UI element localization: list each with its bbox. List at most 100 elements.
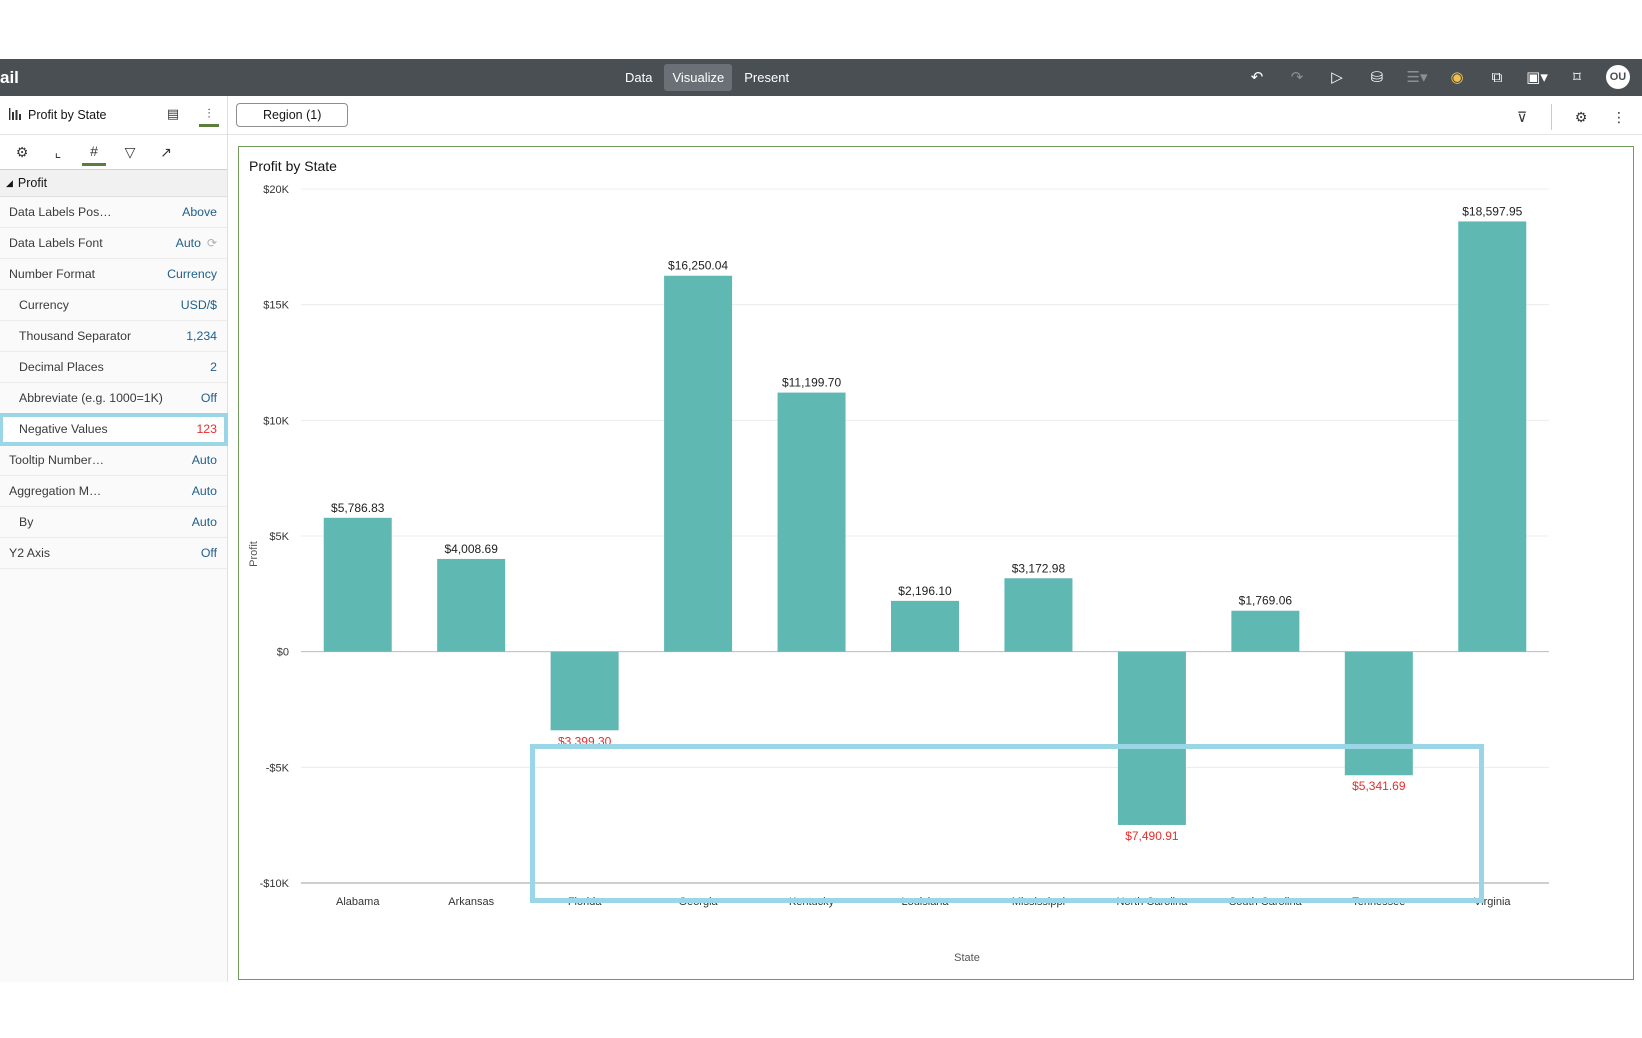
y-tick-label: $5K — [269, 531, 289, 543]
prop-label: Data Labels Pos… — [9, 205, 112, 219]
data-refresh-icon[interactable]: ⛁ — [1370, 69, 1384, 86]
x-tick-label: Tennessee — [1352, 896, 1405, 908]
data-labels: $5,786.83 $4,008.69 $3,399.30 $16,250.04 $11… — [331, 204, 1523, 843]
x-tick-label: Arkansas — [448, 896, 494, 908]
y-tick-label: $0 — [277, 647, 289, 659]
prop-abbreviate[interactable]: Abbreviate (e.g. 1000=1K) Off — [0, 383, 227, 414]
prop-tooltip-number[interactable]: Tooltip Number… Auto — [0, 445, 227, 476]
save-menu-icon[interactable]: ▣▾ — [1526, 69, 1548, 86]
bar-north-carolina[interactable] — [1117, 651, 1186, 825]
toolbar-icons: ↶ ↷ ▷ ⛁ ☰▾ ◉ ⧉ ▣▾ ⌑ OU — [1246, 65, 1630, 89]
data-label: $3,172.98 — [1012, 561, 1066, 575]
prop-label: Decimal Places — [19, 360, 104, 374]
collapse-triangle-icon: ◢ — [6, 177, 13, 188]
data-label: $1,769.06 — [1239, 594, 1293, 608]
redo-icon[interactable]: ↷ — [1290, 69, 1304, 86]
x-axis-title: State — [954, 952, 980, 964]
axis-icon[interactable]: ⌞ — [54, 143, 62, 160]
prop-value[interactable]: 1,234 — [186, 329, 217, 343]
properties-icon[interactable]: ⫶ — [199, 104, 219, 127]
bar-chart[interactable]: $20K $15K $10K $5K $0 -$5K -$10K $5,786.83 $4,0… — [239, 147, 1633, 979]
bookmark-icon[interactable]: ⌑ — [1573, 69, 1581, 86]
auto-apply-icon[interactable]: ⚙ — [1574, 108, 1588, 125]
prop-value[interactable]: Auto — [175, 236, 201, 250]
x-axis: Alabama Arkansas Florida Georgia Kentucky Lou… — [301, 882, 1549, 908]
prop-by[interactable]: By Auto — [0, 507, 227, 538]
bar-virginia[interactable] — [1458, 221, 1527, 652]
bar-kentucky[interactable] — [777, 392, 846, 652]
undo-icon[interactable]: ↶ — [1250, 69, 1264, 86]
prop-label: Negative Values — [19, 422, 108, 436]
bar-georgia[interactable] — [664, 275, 733, 652]
export-icon[interactable]: ⧉ — [1491, 68, 1503, 86]
prop-decimal-places[interactable]: Decimal Places 2 — [0, 352, 227, 383]
narrate-menu-icon[interactable]: ☰▾ — [1406, 69, 1428, 86]
data-label: $2,196.10 — [898, 584, 952, 598]
x-tick-label: Louisiana — [901, 896, 949, 908]
prop-value[interactable]: Auto — [191, 453, 217, 467]
play-icon[interactable]: ▷ — [1331, 69, 1343, 86]
mode-visualize[interactable]: Visualize — [664, 64, 733, 91]
user-avatar[interactable]: OU — [1606, 65, 1630, 89]
prop-value[interactable]: Auto — [191, 484, 217, 498]
bar-south-carolina[interactable] — [1231, 610, 1300, 652]
prop-aggregation-method[interactable]: Aggregation M… Auto — [0, 476, 227, 507]
more-vertical-icon[interactable]: ⋮ — [1612, 108, 1626, 125]
app-title: ail — [0, 68, 19, 87]
prop-y2-axis[interactable]: Y2 Axis Off — [0, 538, 227, 569]
data-label: $11,199.70 — [782, 376, 841, 390]
values-hash-icon[interactable]: # — [82, 139, 106, 166]
mode-present[interactable]: Present — [744, 70, 790, 85]
section-profit[interactable]: ◢ Profit — [0, 170, 227, 197]
bar-louisiana[interactable] — [891, 600, 959, 652]
y-tick-label: $15K — [263, 300, 289, 312]
y-tick-label: $20K — [263, 184, 289, 196]
prop-value[interactable]: Auto — [191, 515, 217, 529]
visualization-canvas[interactable]: Profit by State $20K $15K $10K $5K $0 -$5K -$1… — [238, 146, 1634, 980]
bar-mississippi[interactable] — [1004, 578, 1073, 652]
prop-number-format[interactable]: Number Format Currency — [0, 259, 227, 290]
clear-filter-icon[interactable]: ⊽ — [1516, 108, 1528, 125]
mode-data[interactable]: Data — [625, 70, 653, 85]
y-tick-label: -$10K — [260, 878, 290, 890]
panel-header: Profit by State ▤ ⫶ — [0, 96, 227, 135]
y-tick-label: $10K — [263, 415, 289, 427]
reset-icon[interactable]: ⟳ — [206, 236, 217, 250]
prop-value[interactable]: Off — [200, 546, 217, 560]
panel-title: Profit by State — [8, 107, 107, 123]
bar-arkansas[interactable] — [437, 558, 506, 652]
bar-chart-icon — [8, 107, 22, 123]
prop-value[interactable]: 123 — [196, 422, 217, 436]
prop-label: Thousand Separator — [19, 329, 132, 343]
prop-negative-values[interactable]: Negative Values 123 — [0, 413, 228, 446]
data-label: $16,250.04 — [668, 259, 728, 273]
data-label: $7,490.91 — [1125, 829, 1179, 843]
prop-label: Currency — [19, 298, 69, 312]
grammar-icon[interactable]: ▤ — [166, 106, 180, 121]
filter-icon[interactable]: ▽ — [124, 143, 136, 160]
prop-data-labels-font[interactable]: Data Labels Font Auto ⟳ — [0, 228, 227, 259]
data-label: $3,399.30 — [558, 734, 612, 748]
region-filter-pill[interactable]: Region (1) — [236, 103, 349, 127]
panel-title-text: Profit by State — [28, 108, 107, 122]
analytics-trend-icon[interactable]: ↗ — [160, 143, 172, 160]
prop-label: Data Labels Font — [9, 236, 103, 250]
bar-tennessee[interactable] — [1344, 651, 1413, 776]
prop-value[interactable]: USD/$ — [180, 298, 217, 312]
prop-data-labels-position[interactable]: Data Labels Pos… Above — [0, 197, 227, 228]
prop-label: By — [19, 515, 34, 529]
general-gear-icon[interactable]: ⚙ — [15, 143, 29, 160]
insights-bulb-icon[interactable]: ◉ — [1450, 69, 1464, 86]
prop-thousand-separator[interactable]: Thousand Separator 1,234 — [0, 321, 227, 352]
prop-label: Y2 Axis — [9, 546, 51, 560]
bar-alabama[interactable] — [323, 517, 392, 652]
data-label: $18,597.95 — [1462, 204, 1522, 218]
prop-value[interactable]: Off — [200, 391, 217, 405]
prop-value[interactable]: 2 — [210, 360, 217, 374]
prop-value[interactable]: Currency — [167, 267, 217, 281]
prop-value[interactable]: Above — [182, 205, 217, 219]
prop-currency[interactable]: Currency USD/$ — [0, 290, 227, 321]
x-tick-label: Virginia — [1474, 896, 1511, 908]
bar-florida[interactable] — [550, 651, 619, 731]
prop-label: Aggregation M… — [9, 484, 102, 498]
